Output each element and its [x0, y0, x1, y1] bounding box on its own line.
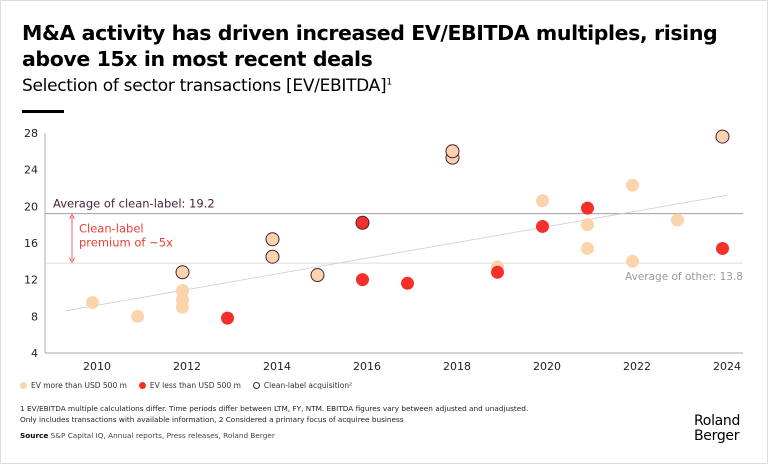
chart-title: M&A activity has driven increased EV/EBI…: [22, 21, 718, 71]
data-point: [221, 311, 234, 325]
footnote-1: 1 EV/EBITDA multiple calculations differ…: [20, 404, 529, 413]
avg-clean-label: Average of clean-label: 19.2: [53, 197, 215, 211]
premium-label: Clean-label: [79, 222, 144, 236]
data-point: [581, 241, 594, 255]
data-point: [445, 144, 460, 159]
data-point: [581, 218, 594, 232]
data-point: [310, 268, 325, 283]
avg-other-label: Average of other: 13.8: [625, 271, 743, 283]
legend-item-small: EV less than USD 500 m: [138, 381, 241, 390]
premium-label: premium of ~5x: [79, 236, 173, 250]
source-label: Source: [20, 431, 49, 440]
subtitle-text: Selection of sector transactions [EV/EBI…: [22, 76, 387, 96]
data-point: [716, 241, 729, 255]
roland-berger-logo: Roland Berger: [694, 414, 740, 444]
data-point: [536, 219, 549, 233]
y-tick-label: 28: [24, 127, 38, 140]
y-tick-label: 12: [24, 274, 38, 287]
data-point: [265, 249, 280, 264]
trendline: [65, 194, 728, 312]
title-rule: [22, 110, 64, 113]
x-tick-label: 2016: [353, 360, 381, 373]
data-point: [671, 213, 684, 227]
legend-swatch-small: [138, 382, 146, 389]
logo-line-2: Berger: [694, 428, 740, 444]
source-note: Source S&P Capital IQ, Annual reports, P…: [20, 431, 275, 440]
legend: EV more than USD 500 m EV less than USD …: [20, 381, 352, 390]
data-point: [175, 265, 190, 280]
data-point: [176, 300, 189, 314]
y-tick-label: 16: [24, 237, 38, 250]
legend-label: EV less than USD 500 m: [149, 381, 241, 390]
legend-label: EV more than USD 500 m: [31, 381, 127, 390]
chart-subtitle: Selection of sector transactions [EV/EBI…: [22, 76, 392, 96]
data-point: [626, 254, 639, 268]
source-text: S&P Capital IQ, Annual reports, Press re…: [50, 431, 275, 440]
x-tick-label: 2014: [263, 360, 291, 373]
data-point: [86, 296, 99, 310]
legend-swatch-clean: [252, 382, 260, 389]
y-tick-label: 24: [24, 164, 38, 177]
x-tick-label: 2010: [83, 360, 111, 373]
data-point: [131, 309, 144, 323]
data-point: [626, 178, 639, 192]
legend-item-large: EV more than USD 500 m: [20, 381, 127, 390]
data-point: [265, 232, 280, 247]
data-point: [356, 273, 369, 287]
x-tick-label: 2012: [173, 360, 201, 373]
y-tick-label: 8: [31, 310, 38, 323]
x-tick-label: 2018: [443, 360, 471, 373]
data-point: [176, 284, 189, 298]
data-point: [355, 215, 370, 230]
subtitle-footnote-mark: 1: [386, 77, 392, 88]
y-tick-label: 20: [24, 200, 38, 213]
legend-swatch-large: [20, 382, 27, 389]
x-tick-label: 2020: [533, 360, 561, 373]
footnotes: 1 EV/EBITDA multiple calculations differ…: [20, 403, 528, 425]
legend-item-clean: Clean-label acquisition²: [252, 381, 353, 390]
data-point: [536, 194, 549, 208]
data-point: [401, 276, 414, 290]
data-point: [715, 129, 730, 144]
data-point: [581, 201, 594, 215]
x-tick-label: 2022: [623, 360, 651, 373]
premium-arrowheads: [69, 213, 75, 263]
x-tick-label: 2024: [713, 360, 741, 373]
legend-label: Clean-label acquisition²: [263, 381, 353, 390]
y-tick-label: 4: [31, 347, 38, 360]
footnote-2: Only includes transactions with availabl…: [20, 415, 404, 424]
data-point: [491, 265, 504, 279]
logo-line-1: Roland: [694, 413, 741, 429]
